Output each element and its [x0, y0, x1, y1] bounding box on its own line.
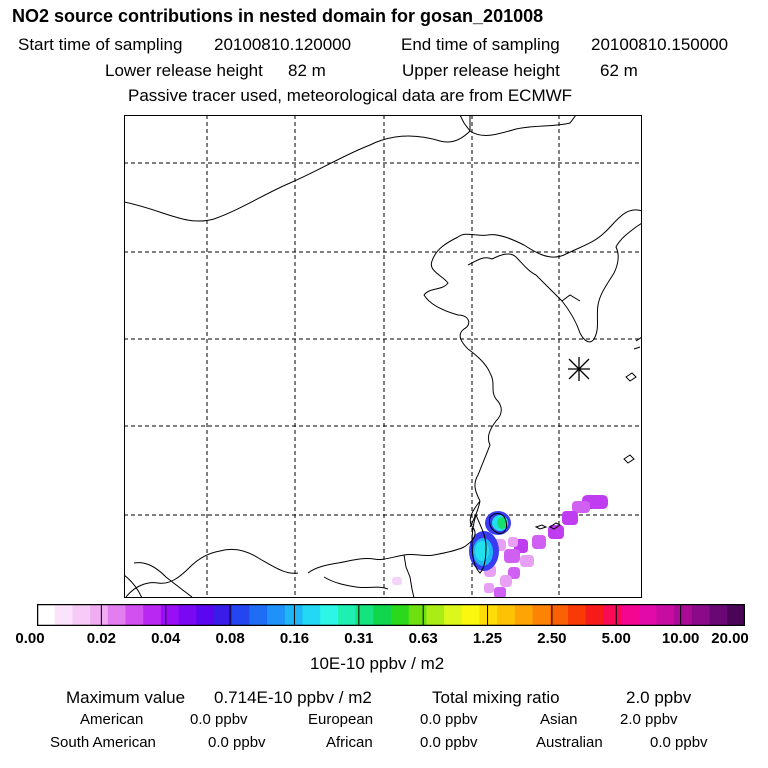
region-value: 0.0 ppbv	[420, 734, 478, 751]
color-bar-cell	[461, 604, 481, 626]
start-time-value: 20100810.120000	[214, 35, 352, 54]
color-bar-tick-label: 0.02	[86, 630, 116, 647]
color-bar-cell	[479, 604, 498, 626]
color-bar-cell	[54, 604, 73, 626]
color-bar-cell	[249, 604, 268, 626]
color-bar-cell	[37, 604, 56, 626]
color-bar-tick-label: 2.50	[537, 630, 567, 647]
color-bar-cell	[391, 604, 410, 626]
color-bar-tick-label: 0.31	[344, 630, 374, 647]
tracer-note: Passive tracer used, meteorological data…	[128, 86, 573, 105]
color-bar-tick-label: 0.04	[151, 630, 181, 647]
color-bar-cell	[320, 604, 339, 626]
coastline-outlines	[124, 115, 642, 598]
color-bar-cell	[337, 604, 357, 626]
lower-height-value: 82 m	[288, 61, 326, 80]
plume-cell	[497, 517, 507, 529]
latlon-grid	[124, 115, 642, 598]
plume-cell	[500, 575, 512, 587]
color-bar-cell	[674, 604, 693, 626]
color-bar-cell	[214, 604, 233, 626]
region-name: South American	[50, 734, 156, 751]
plume-cell	[562, 511, 578, 525]
plume-cell	[508, 567, 520, 579]
region-name: African	[326, 734, 373, 751]
color-bar-cell	[514, 604, 534, 626]
map-frame	[124, 115, 642, 598]
end-time-value: 20100810.150000	[591, 35, 729, 54]
color-bar-cell	[125, 604, 144, 626]
map-panel	[124, 115, 642, 598]
color-bar-cell	[497, 604, 516, 626]
color-bar-cell	[373, 604, 392, 626]
region-value: 2.0 ppbv	[620, 711, 678, 728]
color-bar-unit: 10E-10 ppbv / m2	[310, 654, 445, 673]
map-background	[124, 115, 642, 598]
color-bar-cell	[638, 604, 658, 626]
color-bar-cell	[302, 604, 321, 626]
color-bar-cell	[550, 604, 569, 626]
color-bar-tick-label: 10.00	[661, 630, 700, 647]
region-name: Australian	[536, 734, 603, 751]
plume-cell	[532, 535, 546, 549]
color-bar-cell	[691, 604, 711, 626]
region-value: 0.0 ppbv	[208, 734, 266, 751]
plume-cell	[504, 549, 520, 563]
color-bar-cell	[621, 604, 640, 626]
color-bar-cell	[656, 604, 675, 626]
color-bar-cell	[231, 604, 250, 626]
color-bar-cell	[426, 604, 445, 626]
region-value: 0.0 ppbv	[190, 711, 248, 728]
color-bar-cell	[267, 604, 286, 626]
color-bar-tick-label: 5.00	[601, 630, 631, 647]
max-value: 0.714E-10 ppbv / m2	[214, 688, 372, 707]
color-bar-cell	[444, 604, 463, 626]
plume-cell	[572, 501, 590, 513]
color-bar-cell	[355, 604, 374, 626]
region-value: 0.0 ppbv	[650, 734, 708, 751]
color-bar-tick-label: 0.63	[408, 630, 438, 647]
region-name: American	[80, 711, 144, 728]
plume-cell	[494, 587, 506, 598]
total-mixing-value: 2.0 ppbv	[626, 688, 692, 707]
color-bar-tick-label: 20.00	[711, 630, 749, 647]
lower-height-label: Lower release height	[105, 61, 263, 80]
color-bar-cell	[160, 604, 180, 626]
color-bar-cell	[585, 604, 604, 626]
start-time-label: Start time of sampling	[18, 35, 183, 54]
region-name: Asian	[540, 711, 578, 728]
color-bar-cell	[178, 604, 197, 626]
color-bar-cell	[709, 604, 728, 626]
color-bar-cell	[143, 604, 162, 626]
figure-title: NO2 source contributions in nested domai…	[12, 6, 544, 26]
color-bar-cell	[603, 604, 622, 626]
upper-height-value: 62 m	[600, 61, 638, 80]
plume-cell	[508, 537, 518, 547]
color-bar-tick-label: 1.25	[472, 630, 503, 647]
end-time-label: End time of sampling	[401, 35, 560, 54]
region-value: 0.0 ppbv	[420, 711, 478, 728]
total-mixing-label: Total mixing ratio	[432, 688, 560, 707]
plume-cell	[392, 577, 402, 585]
plume-cell	[484, 583, 494, 593]
color-bar-tick-label: 0.16	[279, 630, 310, 647]
color-bar-cell	[408, 604, 427, 626]
color-bar-cell	[90, 604, 109, 626]
color-bar-tick-label: 0.00	[15, 630, 45, 647]
color-bar	[37, 604, 745, 626]
plume-cell	[475, 541, 489, 561]
region-name: European	[308, 711, 374, 728]
color-bar-cell	[72, 604, 91, 626]
plume-cell	[520, 555, 534, 567]
color-bar-tick-label: 0.08	[215, 630, 245, 647]
color-bar-cell	[532, 604, 551, 626]
upper-height-label: Upper release height	[402, 61, 560, 80]
color-bar-cell	[568, 604, 587, 626]
color-bar-cell	[196, 604, 215, 626]
color-bar-cell	[107, 604, 127, 626]
color-bar-cell	[727, 604, 745, 626]
max-value-label: Maximum value	[66, 688, 186, 707]
receptor-marker	[568, 357, 590, 381]
